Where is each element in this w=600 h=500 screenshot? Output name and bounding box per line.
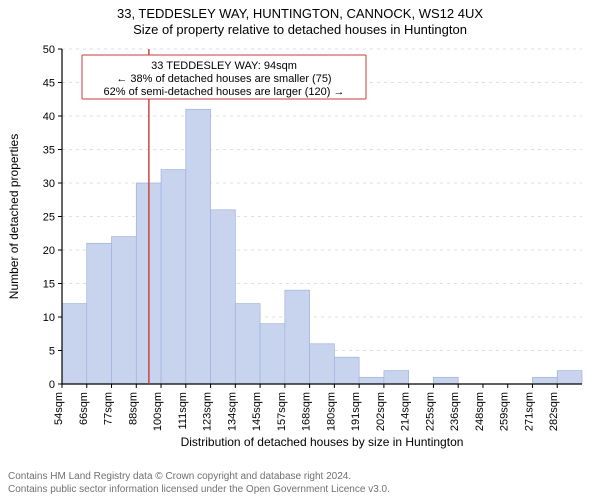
y-tick-label: 20 [43,245,55,257]
y-tick-label: 30 [43,178,55,190]
histogram-bar [433,377,458,384]
histogram-bar [87,243,112,384]
y-tick-label: 35 [43,144,55,156]
x-tick-label: 88sqm [127,392,139,425]
histogram-bar [161,169,186,383]
histogram-bar [359,377,384,384]
histogram-bar [334,357,359,384]
x-tick-label: 248sqm [474,392,486,431]
chart-container: 0 5 10 15 20 25 30 35 40 45 50 54sqm 66sqm 77sqm 88sqm… [0,39,600,459]
footer-line-2: Contains public sector information licen… [8,484,390,497]
x-tick-label: 168sqm [301,392,313,431]
x-tick-label: 123sqm [202,392,214,431]
title-block: 33, TEDDESLEY WAY, HUNTINGTON, CANNOCK, … [0,0,600,39]
histogram-bar [310,343,335,383]
x-tick-label: 282sqm [548,392,560,431]
histogram-bar [235,303,260,383]
title-line-2: Size of property relative to detached ho… [0,22,600,38]
callout-text-line: 33 TEDDESLEY WAY: 94sqm [151,60,297,72]
y-axis-label: Number of detached properties [7,133,21,298]
y-tick-label: 40 [43,111,55,123]
y-tick-label: 5 [49,345,55,357]
footer-line-1: Contains HM Land Registry data © Crown c… [8,471,390,484]
histogram-bar [285,290,310,384]
x-tick-label: 134sqm [226,392,238,431]
histogram-bar [557,370,582,383]
x-tick-label: 111sqm [177,392,189,430]
x-tick-label: 145sqm [251,392,263,431]
x-tick-label: 271sqm [523,392,535,431]
x-tick-label: 214sqm [400,392,412,431]
histogram-bar [112,236,137,383]
callout-text-line: 62% of semi-detached houses are larger (… [104,86,345,98]
histogram-bar [532,377,557,384]
histogram-bar [186,109,211,384]
x-tick-label: 180sqm [325,392,337,431]
y-tick-label: 25 [43,211,55,223]
x-tick-label: 202sqm [375,392,387,431]
histogram-bar [62,303,87,383]
x-tick-label: 191sqm [350,392,362,431]
y-tick-label: 0 [49,379,55,391]
x-tick-label: 157sqm [276,392,288,431]
x-tick-label: 77sqm [103,392,115,425]
histogram-bar [260,323,285,383]
y-tick-label: 15 [43,278,55,290]
title-line-1: 33, TEDDESLEY WAY, HUNTINGTON, CANNOCK, … [0,6,600,22]
x-tick-label: 236sqm [449,392,461,431]
histogram-chart: 0 5 10 15 20 25 30 35 40 45 50 54sqm 66sqm 77sqm 88sqm… [0,39,600,459]
x-tick-label: 54sqm [53,392,65,425]
x-tick-label: 259sqm [499,392,511,431]
histogram-bar [384,370,409,383]
histogram-bar [211,209,236,383]
x-axis-label: Distribution of detached houses by size … [181,435,464,449]
callout-text-line: ← 38% of detached houses are smaller (75… [116,73,331,85]
x-tick-label: 66sqm [78,392,90,425]
x-tick-label: 225sqm [424,392,436,431]
y-tick-label: 10 [43,312,55,324]
y-tick-label: 50 [43,44,55,56]
footer-attribution: Contains HM Land Registry data © Crown c… [8,471,390,496]
y-tick-label: 45 [43,77,55,89]
x-tick-label: 100sqm [152,392,164,431]
